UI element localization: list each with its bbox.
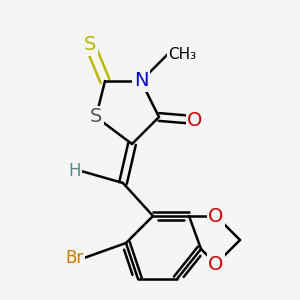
Text: Br: Br [66,249,84,267]
Text: O: O [187,110,203,130]
Text: S: S [90,107,102,127]
Text: S: S [84,35,96,55]
Text: O: O [208,206,224,226]
Text: N: N [134,71,148,91]
Text: CH₃: CH₃ [168,46,196,62]
Text: O: O [208,254,224,274]
Text: H: H [68,162,81,180]
